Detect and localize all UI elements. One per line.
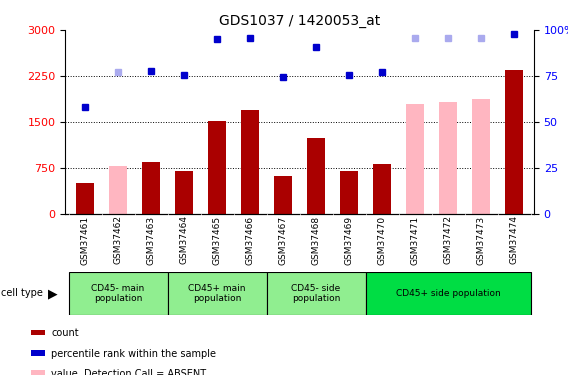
Bar bbox=[274, 176, 292, 214]
Bar bbox=[241, 110, 259, 214]
Bar bbox=[366, 272, 531, 315]
Text: CD45+ side population: CD45+ side population bbox=[396, 289, 500, 298]
Bar bbox=[175, 171, 193, 214]
Text: GSM37472: GSM37472 bbox=[444, 216, 453, 264]
Bar bbox=[340, 171, 358, 214]
Text: GSM37473: GSM37473 bbox=[477, 216, 486, 265]
Bar bbox=[307, 138, 325, 214]
Text: GSM37462: GSM37462 bbox=[114, 216, 123, 264]
Bar bbox=[109, 166, 127, 214]
Text: percentile rank within the sample: percentile rank within the sample bbox=[52, 348, 216, 358]
Bar bbox=[208, 121, 226, 214]
Text: GSM37461: GSM37461 bbox=[81, 216, 90, 265]
Bar bbox=[472, 99, 490, 214]
Text: GSM37467: GSM37467 bbox=[279, 216, 287, 265]
Bar bbox=[505, 70, 523, 214]
Bar bbox=[373, 164, 391, 214]
Text: GSM37464: GSM37464 bbox=[179, 216, 189, 264]
Text: CD45- side
population: CD45- side population bbox=[291, 284, 341, 303]
Bar bbox=[266, 272, 366, 315]
Text: GSM37470: GSM37470 bbox=[378, 216, 387, 265]
Bar bbox=[69, 272, 168, 315]
Text: GSM37469: GSM37469 bbox=[345, 216, 354, 265]
Text: GSM37466: GSM37466 bbox=[245, 216, 254, 265]
Bar bbox=[439, 102, 457, 214]
Text: GSM37474: GSM37474 bbox=[509, 216, 519, 264]
Bar bbox=[406, 104, 424, 214]
Title: GDS1037 / 1420053_at: GDS1037 / 1420053_at bbox=[219, 13, 380, 28]
Text: cell type: cell type bbox=[1, 288, 43, 298]
Bar bbox=[168, 272, 266, 315]
Bar bbox=[76, 183, 94, 214]
Bar bbox=[142, 162, 160, 214]
Text: GSM37471: GSM37471 bbox=[411, 216, 420, 265]
Bar bbox=[31, 370, 45, 375]
Bar bbox=[31, 330, 45, 335]
Text: GSM37468: GSM37468 bbox=[312, 216, 320, 265]
Text: value, Detection Call = ABSENT: value, Detection Call = ABSENT bbox=[52, 369, 207, 375]
Text: CD45+ main
population: CD45+ main population bbox=[189, 284, 246, 303]
Text: count: count bbox=[52, 328, 79, 338]
Text: CD45- main
population: CD45- main population bbox=[91, 284, 145, 303]
Text: GSM37463: GSM37463 bbox=[147, 216, 156, 265]
Bar bbox=[31, 350, 45, 355]
Text: ▶: ▶ bbox=[48, 287, 58, 300]
Text: GSM37465: GSM37465 bbox=[212, 216, 222, 265]
